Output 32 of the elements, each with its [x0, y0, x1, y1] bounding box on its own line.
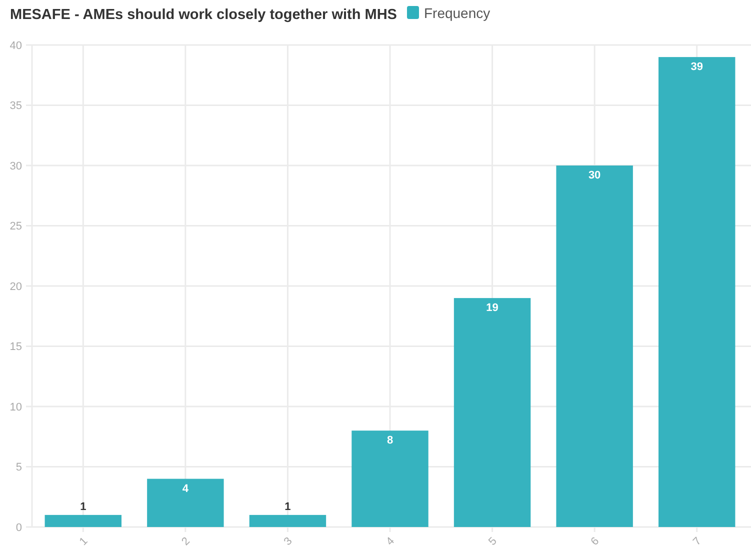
y-tick-label: 30 [10, 160, 22, 172]
data-label: 4 [182, 482, 190, 495]
legend-label: Frequency [424, 5, 490, 21]
data-label: 8 [386, 434, 394, 447]
data-label: 1 [284, 500, 291, 513]
data-label: 1 [80, 500, 86, 513]
y-tick-label: 5 [16, 462, 22, 474]
y-tick-label: 20 [10, 280, 22, 293]
bar [658, 57, 736, 527]
x-tick-label: 7 [691, 535, 704, 547]
bar [352, 430, 428, 527]
bar [147, 478, 224, 527]
bar [556, 166, 633, 527]
bar [454, 298, 531, 527]
x-tick-label: 6 [588, 535, 602, 547]
y-tick-label: 25 [10, 220, 22, 233]
y-tick-label: 15 [10, 341, 22, 354]
x-tick-label: 2 [180, 535, 192, 547]
bar [249, 514, 326, 527]
y-tick-label: 10 [10, 401, 22, 414]
bar [44, 514, 122, 527]
y-tick-label: 40 [10, 40, 22, 52]
y-tick-label: 35 [10, 100, 22, 112]
data-label: 19 [486, 302, 498, 314]
data-label: 30 [588, 170, 601, 182]
x-tick-label: 5 [486, 535, 500, 547]
x-tick-label: 3 [282, 535, 295, 547]
x-tick-label: 1 [77, 535, 90, 547]
chart-title: MESAFE - AMEs should work closely together with MHS [10, 7, 398, 23]
y-tick-label: 0 [16, 522, 22, 534]
x-tick-label: 4 [384, 535, 398, 547]
data-label: 39 [690, 61, 703, 74]
